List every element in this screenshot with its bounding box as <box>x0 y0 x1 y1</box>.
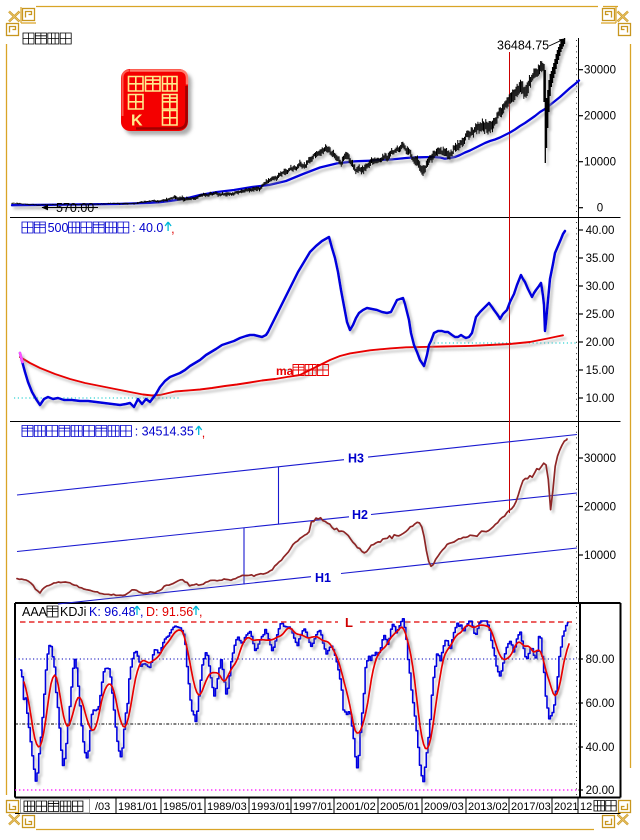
svg-text:30000: 30000 <box>584 65 616 77</box>
svg-text:30.00: 30.00 <box>586 281 615 293</box>
svg-text:2001/02: 2001/02 <box>336 801 376 813</box>
svg-text:1989/03: 1989/03 <box>207 801 247 813</box>
svg-text:: 40.0: : 40.0 <box>132 221 163 235</box>
svg-text:20000: 20000 <box>584 502 616 514</box>
svg-text:H3: H3 <box>348 452 364 466</box>
svg-text:500: 500 <box>48 221 69 235</box>
svg-text:15.00: 15.00 <box>586 365 615 377</box>
svg-text:60.00: 60.00 <box>586 698 615 710</box>
svg-text:2009/03: 2009/03 <box>424 801 464 813</box>
svg-text:570.00: 570.00 <box>56 201 94 215</box>
svg-text:2013/02: 2013/02 <box>468 801 508 813</box>
svg-text:L: L <box>345 615 353 630</box>
svg-text:: 34514.35: : 34514.35 <box>135 425 194 439</box>
svg-text:,: , <box>202 426 205 440</box>
svg-text:12: 12 <box>580 801 592 813</box>
svg-text:KDJi: KDJi <box>60 605 86 619</box>
svg-text:H2: H2 <box>352 508 368 522</box>
svg-text:2021: 2021 <box>554 801 578 813</box>
svg-text:,: , <box>171 222 174 236</box>
svg-text:K: K <box>131 113 143 130</box>
svg-text:20.00: 20.00 <box>586 337 615 349</box>
svg-text:AAA: AAA <box>22 605 48 619</box>
svg-text:10000: 10000 <box>584 550 616 562</box>
svg-text:2005/01: 2005/01 <box>380 801 420 813</box>
svg-text:,: , <box>140 605 143 619</box>
svg-text:10.00: 10.00 <box>586 393 615 405</box>
svg-text:K: 96.48: K: 96.48 <box>89 605 136 619</box>
svg-text:80.00: 80.00 <box>586 654 615 666</box>
svg-text:1997/01: 1997/01 <box>293 801 333 813</box>
svg-text:D: 91.56: D: 91.56 <box>146 605 193 619</box>
svg-text:,: , <box>199 605 202 619</box>
svg-text:20.00: 20.00 <box>586 785 615 797</box>
svg-text:36484.75: 36484.75 <box>497 39 549 53</box>
svg-text:/03: /03 <box>95 801 110 813</box>
svg-text:10000: 10000 <box>584 157 616 169</box>
svg-text:1985/01: 1985/01 <box>163 801 203 813</box>
svg-text:40.00: 40.00 <box>586 742 615 754</box>
svg-text:ma: ma <box>276 364 294 378</box>
svg-text:40.00: 40.00 <box>586 225 615 237</box>
svg-text:H1: H1 <box>315 571 331 585</box>
svg-text:35.00: 35.00 <box>586 253 615 265</box>
svg-text:2017/03: 2017/03 <box>511 801 551 813</box>
svg-text:25.00: 25.00 <box>586 309 615 321</box>
svg-text:0: 0 <box>597 203 603 215</box>
svg-text:1981/01: 1981/01 <box>118 801 158 813</box>
svg-text:30000: 30000 <box>584 453 616 465</box>
svg-text:20000: 20000 <box>584 111 616 123</box>
svg-text:1993/01: 1993/01 <box>251 801 291 813</box>
